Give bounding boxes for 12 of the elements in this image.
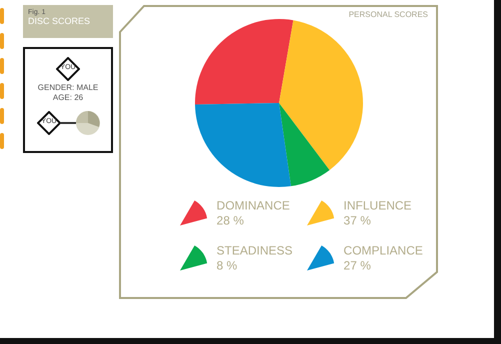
data-label: 8 % (216, 258, 238, 272)
data-label: 37 % (344, 214, 372, 228)
text: GENDER: MALE (36, 83, 100, 93)
text: DISC SCORES (28, 16, 92, 26)
text: PERSONAL SCORES (348, 10, 428, 19)
legend-label: INFLUENCE (344, 198, 412, 212)
data-label: 27 % (344, 258, 372, 272)
text: AGE: 26 (52, 93, 84, 103)
legend-label: COMPLIANCE (344, 244, 423, 258)
legend-label: STEADINESS (216, 244, 293, 258)
data-label: 28 % (216, 214, 244, 228)
legend-label: DOMINANCE (216, 198, 290, 212)
